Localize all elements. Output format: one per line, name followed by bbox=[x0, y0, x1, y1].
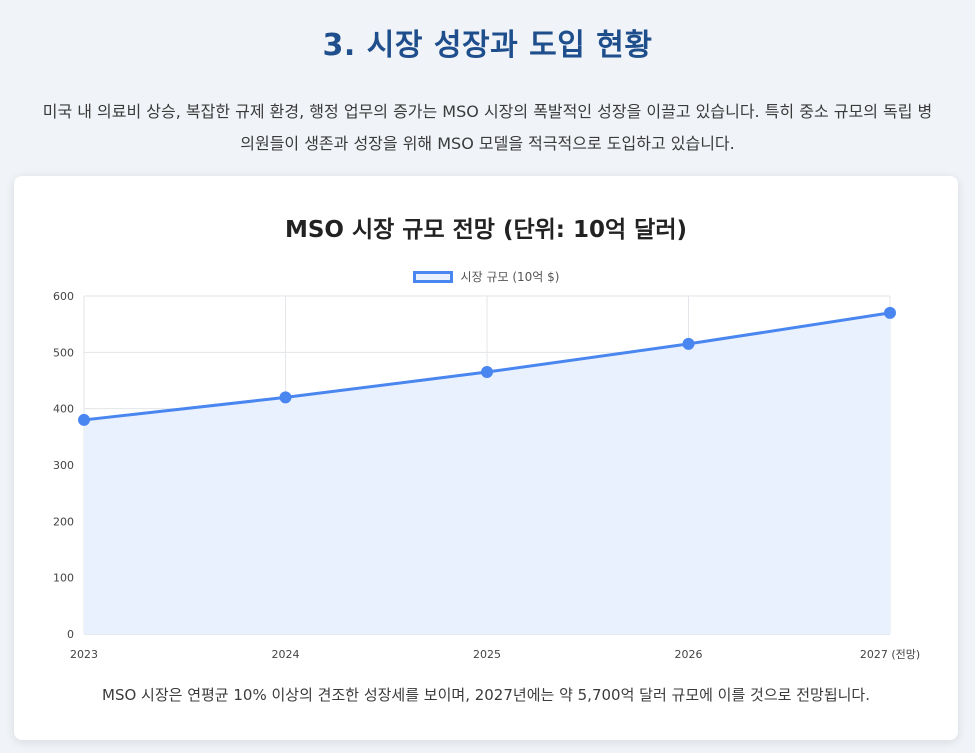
x-tick-label: 2023 bbox=[70, 648, 98, 661]
data-point bbox=[682, 337, 695, 350]
x-tick-label: 2025 bbox=[473, 648, 501, 661]
legend-swatch bbox=[412, 270, 453, 283]
chart-legend[interactable]: 시장 규모 (10억 $) bbox=[14, 268, 958, 285]
data-point bbox=[481, 366, 493, 379]
y-tick-label: 0 bbox=[67, 628, 74, 641]
section-title: 3. 시장 성장과 도입 현황 bbox=[322, 28, 653, 63]
y-tick-label: 400 bbox=[53, 403, 74, 416]
data-point bbox=[279, 391, 292, 404]
y-tick-label: 100 bbox=[53, 572, 74, 585]
legend-label: 시장 규모 (10억 $) bbox=[460, 270, 560, 284]
x-tick-label: 2027 (전망) bbox=[860, 648, 920, 661]
intro-paragraph: 미국 내 의료비 상승, 복잡한 규제 환경, 행정 업무의 증가는 MSO 시… bbox=[42, 102, 933, 153]
x-tick-label: 2026 bbox=[675, 648, 703, 661]
series-area bbox=[84, 312, 890, 634]
x-tick-label: 2024 bbox=[272, 648, 300, 661]
data-point bbox=[884, 306, 896, 319]
chart-title: MSO 시장 규모 전망 (단위: 10억 달러) bbox=[284, 217, 688, 243]
y-tick-label: 300 bbox=[53, 459, 74, 472]
line-chart: 0 100 200 300 400 500 600 2023 2024 2025 2026 2027 … bbox=[53, 290, 920, 661]
y-tick-label: 600 bbox=[53, 290, 74, 303]
y-tick-label: 200 bbox=[53, 515, 74, 528]
chart-card: MSO 시장 규모 전망 (단위: 10억 달러) 시장 규모 (10억 $) … bbox=[14, 176, 958, 740]
chart-caption: MSO 시장은 연평균 10% 이상의 견조한 성장세를 보이며, 2027년에… bbox=[102, 686, 870, 704]
y-tick-label: 500 bbox=[53, 346, 74, 359]
data-point bbox=[78, 413, 90, 426]
